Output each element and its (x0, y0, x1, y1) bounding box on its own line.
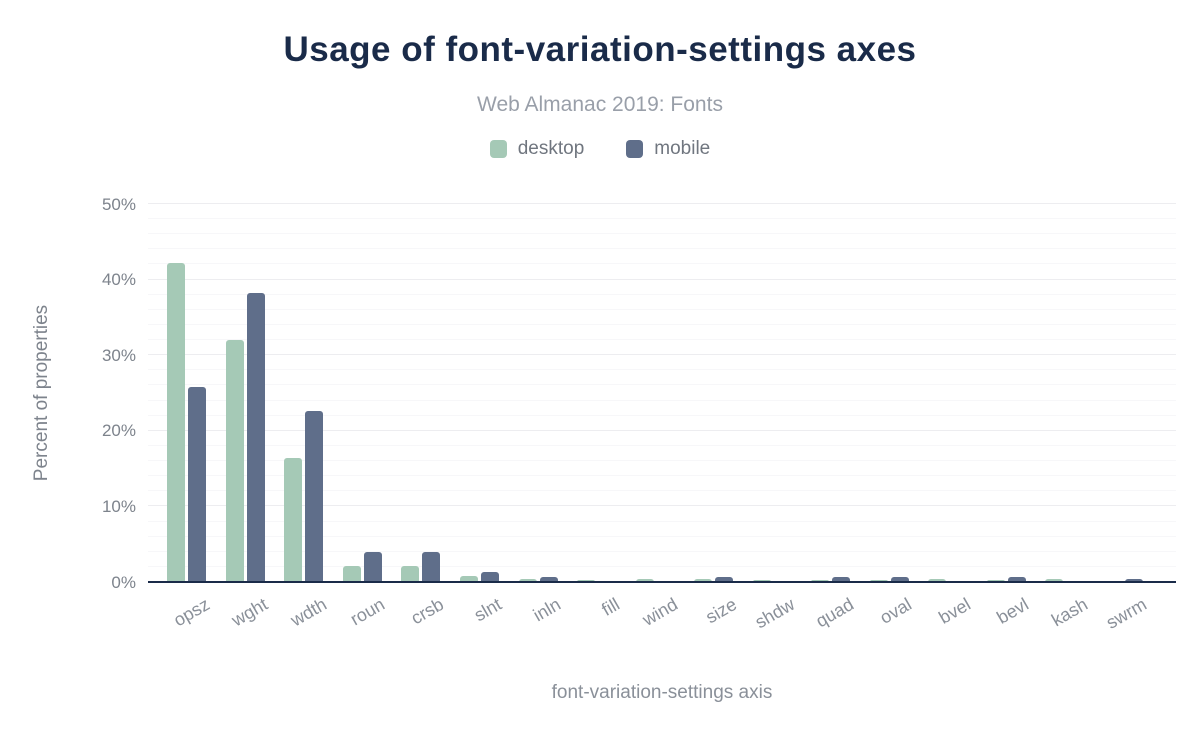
bar-mobile-slnt (480, 572, 499, 582)
gridline-minor (148, 233, 1176, 235)
gridline-minor (148, 565, 1176, 567)
x-tick-label-swrm: swrm (1102, 594, 1150, 633)
bar-desktop-opsz (167, 262, 186, 582)
gridline-minor (148, 323, 1176, 325)
bar-desktop-crsb (401, 566, 420, 582)
gridline-minor (148, 490, 1176, 492)
y-tick-label: 40% (101, 270, 136, 290)
bar-mobile-quad (832, 577, 851, 582)
bar-desktop-slnt (459, 575, 478, 582)
gridline-minor (148, 369, 1176, 371)
bar-desktop-kash (1045, 578, 1064, 582)
bar-desktop-bvel (928, 578, 947, 582)
x-tick-label-inln: inln (529, 594, 564, 626)
x-tick-label-shdw: shdw (751, 594, 799, 633)
y-tick-label: 30% (101, 345, 136, 365)
gridline-minor (148, 444, 1176, 446)
y-tick-label: 0% (111, 572, 136, 592)
y-tick-label: 50% (101, 194, 136, 214)
bar-desktop-shdw (752, 579, 771, 582)
x-tick-label-kash: kash (1048, 594, 1091, 631)
x-axis-title: font-variation-settings axis (551, 682, 773, 703)
y-tick-label: 20% (101, 421, 136, 441)
gridline-minor (148, 248, 1176, 250)
gridline-major (148, 505, 1176, 507)
x-tick-label-wght: wght (228, 594, 272, 631)
gridline-minor (148, 308, 1176, 310)
x-tick-label-wind: wind (639, 594, 682, 630)
bar-mobile-opsz (188, 386, 207, 582)
bar-mobile-swrm (1125, 578, 1143, 582)
gridline-minor (148, 384, 1176, 386)
bar-desktop-wght (225, 340, 244, 582)
bar-mobile-wght (246, 293, 265, 582)
legend-swatch-mobile (626, 140, 644, 158)
bar-mobile-size (715, 577, 734, 582)
gridline-minor (148, 263, 1176, 265)
legend-label-mobile: mobile (654, 138, 711, 159)
gridline-minor (148, 399, 1176, 401)
bar-mobile-crsb (422, 551, 441, 582)
gridline-minor (148, 520, 1176, 522)
x-tick-label-opsz: opsz (169, 594, 213, 631)
bar-mobile-bevl (1007, 577, 1026, 582)
legend-label-desktop: desktop (517, 138, 585, 159)
y-tick-label: 10% (101, 496, 136, 516)
x-tick-label-oval: oval (876, 594, 916, 628)
x-tick-label-wdth: wdth (286, 594, 330, 631)
gridline-minor (148, 414, 1176, 416)
gridline-major (148, 278, 1176, 280)
x-tick-label-fill: fill (597, 594, 623, 620)
plot-area: 0% 10% 20% 30% 40% 50% opsz wght wdth roun crsb sln… (102, 195, 1176, 633)
x-axis-line (148, 581, 1176, 583)
x-tick-label-bevl: bevl (993, 594, 1033, 628)
bar-mobile-oval (890, 577, 909, 582)
bar-desktop-roun (342, 566, 361, 582)
legend-swatch-desktop (489, 140, 507, 158)
bar-mobile-roun (363, 551, 382, 582)
bar-desktop-inln (518, 578, 537, 582)
bar-mobile-wdth (305, 411, 324, 582)
legend-item-mobile: mobile (626, 138, 710, 160)
y-axis-title: Percent of properties (31, 304, 52, 482)
chart-title: Usage of font-variation-settings axes (283, 30, 917, 69)
bar-mobile-inln (539, 577, 558, 582)
x-tick-label-roun: roun (347, 594, 389, 630)
x-tick-label-size: size (701, 594, 740, 628)
x-tick-label-bvel: bvel (935, 594, 974, 628)
x-tick-label-slnt: slnt (471, 594, 506, 626)
bar-desktop-bevl (986, 579, 1005, 582)
chart-subtitle: Web Almanac 2019: Fonts (477, 93, 723, 116)
bar-desktop-wdth (284, 458, 303, 582)
bar-desktop-wind (635, 578, 654, 582)
gridline-major (148, 203, 1176, 204)
bar-desktop-size (694, 578, 713, 582)
gridline-major (148, 429, 1176, 431)
x-tick-label-crsb: crsb (407, 594, 447, 629)
legend-item-desktop: desktop (489, 138, 585, 160)
legend: desktop mobile (0, 138, 1200, 160)
bar-desktop-quad (811, 579, 830, 582)
gridline-minor (148, 535, 1176, 537)
gridline-major (148, 354, 1176, 356)
gridline-minor (148, 475, 1176, 477)
bar-desktop-oval (869, 579, 888, 582)
gridline-minor (148, 293, 1176, 295)
gridline-minor (148, 460, 1176, 462)
bar-desktop-fill (577, 579, 596, 582)
gridline-minor (148, 218, 1176, 220)
gridline-minor (148, 550, 1176, 552)
gridline-minor (148, 339, 1176, 341)
x-tick-label-quad: quad (812, 594, 857, 632)
